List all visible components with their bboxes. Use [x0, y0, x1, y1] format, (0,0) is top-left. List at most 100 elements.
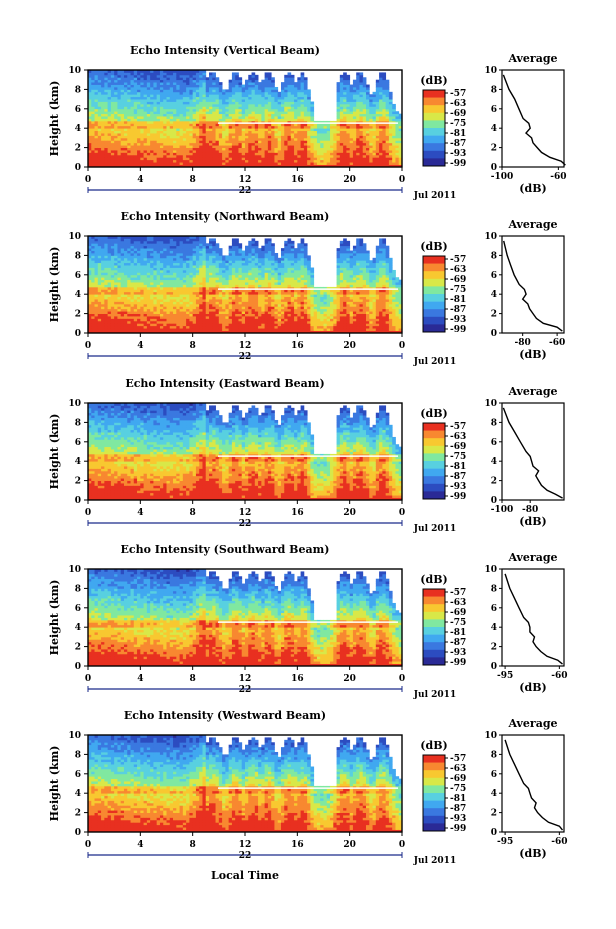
- heatmap-cell: [169, 303, 174, 307]
- heatmap-cell: [202, 70, 207, 73]
- heatmap-cell: [199, 77, 203, 81]
- heatmap-cell: [120, 111, 125, 115]
- heatmap-cell: [392, 157, 396, 161]
- heatmap-cell: [140, 284, 144, 288]
- heatmap-cell: [294, 145, 298, 148]
- heatmap-cell: [114, 159, 118, 163]
- heatmap-cell: [120, 101, 125, 105]
- heatmap-cell: [104, 137, 109, 141]
- heatmap-cell: [202, 159, 207, 163]
- heatmap-cell: [101, 152, 105, 156]
- heatmap-cell: [104, 272, 109, 276]
- heatmap-cell: [231, 118, 236, 122]
- heatmap-cell: [290, 123, 295, 127]
- heatmap-cell: [182, 296, 187, 300]
- heatmap-cell: [258, 123, 262, 127]
- heatmap-cell: [231, 157, 236, 161]
- heatmap-cell: [120, 70, 125, 73]
- heatmap-cell: [366, 86, 370, 90]
- heatmap-cell: [212, 89, 216, 93]
- heatmap-cell: [199, 108, 203, 112]
- heatmap-cell: [254, 133, 259, 136]
- heatmap-cell: [110, 240, 115, 244]
- heatmap-cell: [123, 140, 128, 144]
- heatmap-cell: [143, 240, 148, 244]
- heatmap-cell: [248, 147, 252, 151]
- heatmap-cell: [202, 145, 207, 148]
- heatmap-cell: [127, 316, 131, 319]
- heatmap-cell: [366, 96, 370, 100]
- heatmap-cell: [379, 72, 383, 76]
- heatmap-cell: [352, 91, 357, 95]
- heatmap-cell: [326, 152, 331, 156]
- heatmap-cell: [123, 130, 128, 134]
- heatmap-cell: [356, 94, 360, 98]
- heatmap-cell: [202, 245, 207, 249]
- heatmap-cell: [150, 96, 154, 100]
- heatmap-cell: [205, 91, 210, 95]
- heatmap-cell: [150, 277, 154, 281]
- heatmap-cell: [192, 72, 197, 76]
- heatmap-cell: [179, 260, 184, 264]
- heatmap-cell: [150, 252, 154, 256]
- heatmap-cell: [274, 140, 279, 144]
- heatmap-cell: [110, 120, 115, 124]
- heatmap-cell: [143, 152, 148, 156]
- heatmap-cell: [248, 123, 252, 127]
- heatmap-cell: [382, 159, 387, 163]
- heatmap-cell: [104, 289, 109, 293]
- heatmap-cell: [153, 306, 158, 310]
- heatmap-cell: [366, 84, 370, 88]
- heatmap-cell: [189, 323, 194, 327]
- heatmap-cell: [127, 91, 131, 95]
- heatmap-cell: [104, 313, 109, 317]
- heatmap-cell: [140, 108, 144, 112]
- heatmap-cell: [261, 147, 266, 151]
- heatmap-cell: [101, 140, 105, 144]
- heatmap-cell: [392, 118, 396, 122]
- heatmap-cell: [254, 111, 259, 115]
- heatmap-cell: [375, 125, 380, 129]
- heatmap-cell: [336, 150, 341, 153]
- heatmap-cell: [261, 128, 266, 132]
- heatmap-cell: [127, 274, 131, 278]
- heatmap-cell: [388, 113, 393, 117]
- heatmap-cell: [127, 108, 131, 112]
- heatmap-cell: [176, 255, 180, 259]
- heatmap-cell: [156, 320, 161, 324]
- heatmap-cell: [179, 145, 184, 148]
- heatmap-cell: [212, 142, 216, 146]
- heatmap-cell: [107, 303, 112, 307]
- heatmap-cell: [150, 89, 154, 93]
- heatmap-cell: [173, 308, 177, 312]
- heatmap-cell: [343, 133, 347, 136]
- heatmap-cell: [159, 291, 164, 295]
- heatmap-cell: [231, 103, 236, 107]
- heatmap-cell: [137, 125, 141, 129]
- heatmap-cell: [267, 72, 272, 76]
- heatmap-cell: [264, 130, 269, 134]
- heatmap-cell: [218, 133, 223, 136]
- heatmap-cell: [150, 108, 154, 112]
- heatmap-cell: [179, 328, 184, 331]
- heatmap-cell: [290, 113, 295, 117]
- heatmap-cell: [101, 286, 105, 290]
- heatmap-cell: [94, 286, 99, 290]
- heatmap-cell: [130, 91, 135, 95]
- heatmap-cell: [366, 154, 370, 158]
- heatmap-cell: [153, 296, 158, 300]
- heatmap-cell: [202, 94, 207, 98]
- heatmap-cell: [231, 99, 236, 102]
- heatmap-cell: [130, 296, 135, 300]
- heatmap-cell: [127, 79, 131, 83]
- heatmap-cell: [150, 303, 154, 307]
- heatmap-cell: [137, 243, 141, 247]
- heatmap-cell: [274, 157, 279, 161]
- heatmap-cell: [241, 159, 246, 163]
- heatmap-cell: [294, 118, 298, 122]
- heatmap-cell: [274, 91, 279, 95]
- heatmap-cell: [153, 77, 158, 81]
- heatmap-cell: [339, 162, 344, 165]
- heatmap-cell: [218, 162, 223, 165]
- heatmap-cell: [120, 277, 125, 281]
